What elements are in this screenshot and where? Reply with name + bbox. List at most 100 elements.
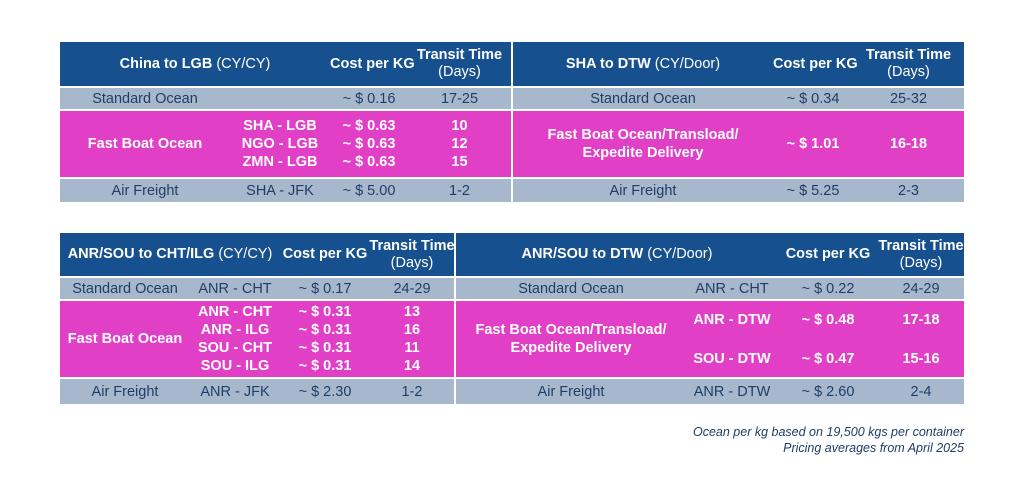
service-name: Fast Boat Ocean/Transload/ Expedite Deli…	[513, 126, 773, 162]
footnote-pricing-period: Pricing averages from April 2025	[783, 441, 964, 455]
service-name: Standard Ocean	[92, 90, 198, 107]
table1-right-air-row: Air Freight ~ $ 5.25 2-3	[513, 179, 964, 202]
table1-left-fast-row: Fast Boat Ocean SHA - LGB NGO - LGB ZMN …	[60, 111, 511, 179]
table1-left-standard-row: Standard Ocean ~ $ 0.16 17-25	[60, 88, 511, 111]
transit-header-sub: (Days)	[390, 254, 434, 271]
cost-value: ~ $ 0.63	[342, 118, 396, 134]
service-name: Air Freight	[537, 383, 605, 400]
table1-right-header: SHA to DTW (CY/Door) Cost per KG Transit…	[513, 42, 964, 88]
cost-value: ~ $ 5.25	[786, 182, 840, 199]
route: SHA - JFK	[246, 182, 314, 199]
transit-days: 16-18	[889, 136, 928, 152]
transit-days: 24-29	[393, 280, 431, 297]
route-title: SHA to DTW	[565, 55, 651, 72]
cost-value: ~ $ 0.31	[298, 358, 352, 374]
route-title-suffix: (CY/CY)	[218, 246, 273, 262]
table2-right-fast-row: Fast Boat Ocean/Transload/ Expedite Deli…	[456, 301, 964, 379]
footnote-ocean-basis: Ocean per kg based on 19,500 kgs per con…	[692, 425, 964, 439]
table2-left-standard-row: Standard Ocean ANR - CHT ~ $ 0.17 24-29	[60, 278, 454, 301]
service-line: Expedite Delivery	[510, 340, 632, 356]
cost-value: ~ $ 0.47	[801, 350, 855, 367]
route: ANR - JFK	[200, 383, 270, 400]
transit-header-sub: (Days)	[887, 64, 930, 80]
service-name: Standard Ocean	[590, 90, 696, 107]
header-cost: Cost per KG	[282, 246, 368, 262]
cost-value: ~ $ 0.22	[801, 280, 855, 297]
route: ANR - CHT	[695, 280, 769, 297]
route-title: ANR/SOU to CHT/ILG	[67, 246, 215, 262]
transit-header-label: Transit Time	[878, 237, 964, 254]
cost-value: ~ $ 0.17	[298, 280, 352, 297]
route: ANR - ILG	[200, 322, 270, 338]
service-name: Fast Boat Ocean	[87, 136, 203, 152]
cost-value: ~ $ 1.01	[786, 136, 840, 152]
table2-left-air-row: Air Freight ANR - JFK ~ $ 2.30 1-2	[60, 379, 454, 404]
cost-value: ~ $ 0.31	[298, 304, 352, 320]
transit-days: 25-32	[889, 90, 928, 107]
service-line: Fast Boat Ocean/Transload/	[547, 127, 739, 143]
route: ANR - DTW	[693, 383, 771, 400]
header-transit: Transit Time (Days)	[853, 47, 964, 81]
route-title: ANR/SOU to DTW	[521, 246, 644, 262]
transit-header-sub: (Days)	[899, 254, 943, 271]
header-cost: Cost per KG	[330, 55, 415, 72]
table1-left-header: China to LGB (CY/CY) Cost per KG Transit…	[60, 42, 511, 88]
cost-list: ~ $ 0.31 ~ $ 0.31 ~ $ 0.31 ~ $ 0.31	[280, 303, 370, 375]
service-name: Air Freight	[111, 182, 179, 199]
route: ANR - CHT	[197, 304, 273, 320]
transit-days: 15	[451, 154, 468, 170]
cost-value: ~ $ 0.16	[342, 90, 396, 107]
service-name: Fast Boat Ocean/Transload/ Expedite Deli…	[456, 321, 686, 357]
cost-list: ~ $ 0.63 ~ $ 0.63 ~ $ 0.63	[330, 117, 408, 171]
header-route-title: SHA to DTW (CY/Door)	[513, 56, 773, 73]
table1-right-fast-row: Fast Boat Ocean/Transload/ Expedite Deli…	[513, 111, 964, 179]
cost-value: ~ $ 5.00	[342, 182, 396, 199]
service-name: Standard Ocean	[518, 280, 624, 297]
transit-days: 13	[403, 304, 421, 320]
service-name: Air Freight	[609, 182, 677, 199]
route-title-suffix: (CY/Door)	[647, 246, 713, 262]
cost-value: ~ $ 0.63	[342, 136, 396, 152]
route-list: SHA - LGB NGO - LGB ZMN - LGB	[230, 117, 330, 171]
service-name: Fast Boat Ocean	[67, 331, 183, 347]
transit-days: 24-29	[902, 280, 940, 297]
cost-value: ~ $ 0.31	[298, 322, 352, 338]
transit-list: 13 16 11 14	[370, 303, 454, 375]
transit-header-label: Transit Time	[865, 47, 952, 63]
table2-right: ANR/SOU to DTW (CY/Door) Cost per KG Tra…	[456, 233, 964, 404]
cost-value: ~ $ 2.60	[801, 383, 855, 400]
header-transit: Transit Time (Days)	[878, 238, 964, 272]
header-cost: Cost per KG	[773, 55, 858, 72]
route-list: ANR - CHT ANR - ILG SOU - CHT SOU - ILG	[190, 303, 280, 375]
header-route-title: China to LGB (CY/CY)	[60, 56, 330, 73]
transit-header-label: Transit Time	[416, 47, 503, 63]
table1-left: China to LGB (CY/CY) Cost per KG Transit…	[60, 42, 513, 202]
cost-list: ~ $ 0.48 ~ $ 0.47	[778, 300, 878, 378]
cost-value: ~ $ 0.31	[298, 340, 352, 356]
transit-days: 1-2	[401, 383, 423, 400]
route: ANR - DTW	[693, 311, 771, 328]
route-title-suffix: (CY/Door)	[654, 55, 721, 72]
route: ZMN - LGB	[242, 154, 318, 170]
rate-table-anr-sou: ANR/SOU to CHT/ILG (CY/CY) Cost per KG T…	[60, 233, 964, 404]
route: ANR - CHT	[198, 280, 272, 297]
route-title-suffix: (CY/CY)	[216, 55, 271, 72]
table1-right: SHA to DTW (CY/Door) Cost per KG Transit…	[513, 42, 964, 202]
table2-right-standard-row: Standard Ocean ANR - CHT ~ $ 0.22 24-29	[456, 278, 964, 301]
route-list: ANR - DTW SOU - DTW	[686, 300, 778, 378]
table2-right-air-row: Air Freight ANR - DTW ~ $ 2.60 2-4	[456, 379, 964, 404]
transit-list: 17-18 15-16	[878, 300, 964, 378]
route: SHA - LGB	[243, 118, 317, 134]
table1-left-air-row: Air Freight SHA - JFK ~ $ 5.00 1-2	[60, 179, 511, 202]
transit-days: 14	[403, 358, 421, 374]
transit-days: 1-2	[449, 182, 470, 199]
transit-days: 11	[404, 340, 420, 356]
table2-right-header: ANR/SOU to DTW (CY/Door) Cost per KG Tra…	[456, 233, 964, 278]
transit-days: 17-18	[902, 311, 940, 328]
transit-header-label: Transit Time	[369, 237, 455, 254]
transit-days: 2-3	[898, 182, 919, 199]
table2-left: ANR/SOU to CHT/ILG (CY/CY) Cost per KG T…	[60, 233, 456, 404]
cost-value: ~ $ 0.34	[786, 90, 840, 107]
route: SOU - CHT	[197, 340, 273, 356]
transit-header-sub: (Days)	[438, 64, 481, 80]
